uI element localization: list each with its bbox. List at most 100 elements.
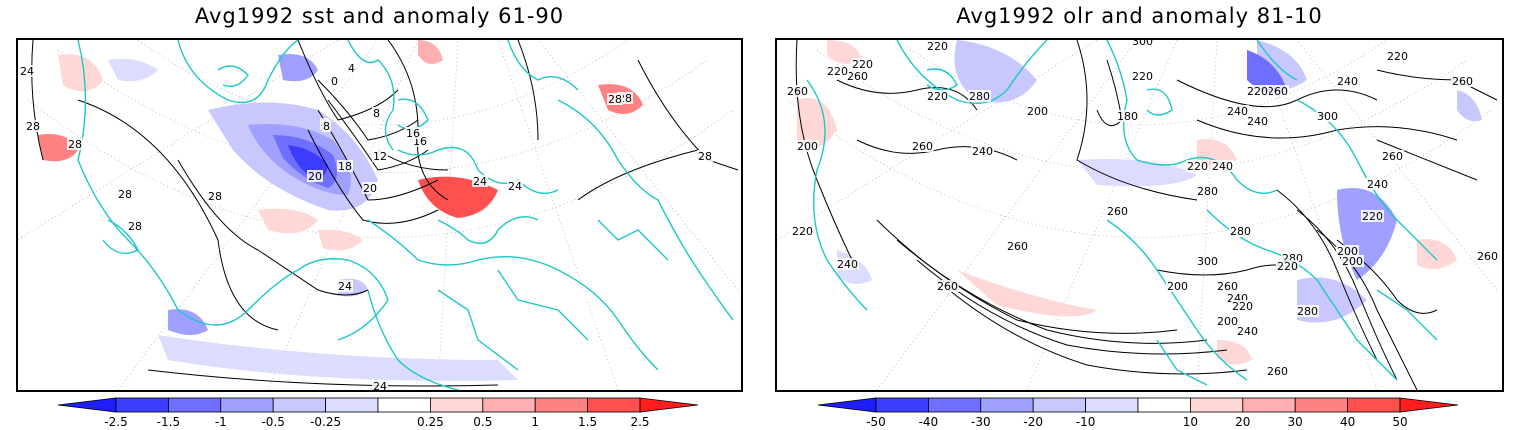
contour-label: 260	[912, 140, 933, 153]
contour-label: 240	[1227, 105, 1248, 118]
colorbar-tick-label: -2.5	[104, 415, 128, 429]
colorbar-swatch	[482, 397, 536, 413]
colorbar-tick-label: 0.25	[417, 415, 444, 429]
contour-label: 24	[20, 65, 34, 78]
olr-anomaly-map: 260 220 220 200 220 220 260 280 260 240 300 200 220 1…	[775, 38, 1504, 392]
contour-label: 300	[1132, 40, 1153, 48]
panel-2-title: Avg1992 olr and anomaly 81-10	[956, 4, 1323, 28]
contour-label: 200	[797, 140, 818, 153]
colorbar-tick-label: -10	[1075, 415, 1096, 429]
contour-label: 28	[26, 120, 40, 133]
sst-map-canvas	[18, 40, 741, 390]
sst-colorbar: -2.5 -1.5 -1 -0.5 -0.25 0.25 0.5 1 1.5 2.5	[57, 397, 699, 429]
colorbar-tick-label: 0.5	[473, 415, 493, 429]
contour-label: 280	[1297, 305, 1318, 318]
colorbar-tick-label: 1	[531, 415, 540, 429]
coastlines	[77, 40, 734, 390]
sst-anomaly-map: 2428282828282804488121616182020242424242…	[16, 38, 743, 392]
contour-label: 24	[473, 175, 487, 188]
contour-label: 200	[1337, 245, 1358, 258]
contour-label: 220	[1387, 50, 1408, 63]
contour-label: 200	[1342, 255, 1363, 268]
sst-contours	[31, 40, 739, 387]
contour-label: 200	[1167, 280, 1188, 293]
contour-label: 220	[1232, 300, 1253, 313]
contour-label: 220	[852, 58, 873, 71]
contour-label: 280	[1197, 185, 1218, 198]
colorbar-tick-label: 30	[1287, 415, 1303, 429]
colorbar-swatch	[1085, 397, 1139, 413]
contour-label: 24	[373, 380, 387, 390]
colorbar-tick-label: -1.5	[156, 415, 181, 429]
graticule	[18, 40, 739, 390]
coastlines	[806, 40, 1438, 386]
contour-label: 28	[208, 190, 222, 203]
colorbar-swatch	[377, 397, 431, 413]
contour-label: 220	[1247, 85, 1268, 98]
colorbar-tick-label: -0.25	[310, 415, 342, 429]
contour-label: 240	[1337, 75, 1358, 88]
contour-label: 300	[1197, 255, 1218, 268]
colorbar-tick-label: -40	[918, 415, 939, 429]
contour-label: 260	[937, 280, 958, 293]
contour-label: 220	[1187, 160, 1208, 173]
contour-label: 18	[338, 160, 352, 173]
olr-colorbar: -50 -40 -30 -20 -10 10 20 30 40 50	[817, 397, 1459, 429]
contour-label: 0	[331, 75, 338, 88]
contour-label: 260	[1007, 240, 1028, 253]
colorbar-high-triangle	[1399, 397, 1459, 413]
panel-1-title: Avg1992 sst and anomaly 61-90	[194, 4, 565, 28]
colorbar-tick-label: -1	[214, 415, 227, 429]
contour-label: 220	[827, 65, 848, 78]
colorbar-tick-label: 50	[1392, 415, 1408, 429]
contour-label: 280	[969, 90, 990, 103]
olr-contour-labels: 260 220 220 200 220 220 260 280 260 240 300 200 220 1…	[786, 40, 1499, 378]
contour-label: 220	[1132, 70, 1153, 83]
colorbar-tick-label: 2.5	[630, 415, 650, 429]
graticule	[777, 40, 1498, 390]
colorbar-high-triangle	[639, 397, 699, 413]
contour-label: 300	[1317, 110, 1338, 123]
contour-label: 260	[1382, 150, 1403, 163]
sst-contour-labels: 2428282828282804488121616182020242424242…	[19, 62, 713, 390]
colorbar-low-triangle	[817, 397, 877, 413]
contour-label: 180	[1117, 110, 1138, 123]
contour-label: 28	[68, 138, 82, 151]
colorbar-swatch	[115, 397, 169, 413]
contour-label: 28	[698, 150, 712, 163]
contour-label: 8	[373, 107, 380, 120]
colorbar-tick-label: 20	[1235, 415, 1251, 429]
colorbar-swatch	[1294, 397, 1349, 413]
contour-label: 260	[1107, 205, 1128, 218]
olr-colorbar-swatches	[817, 397, 1459, 413]
colorbar-swatch	[1347, 397, 1401, 413]
contour-label: 20	[363, 182, 377, 195]
colorbar-swatch	[980, 397, 1034, 413]
colorbar-tick-label: -20	[1023, 415, 1043, 429]
colorbar-swatch	[1189, 397, 1244, 413]
colorbar-swatch	[1137, 397, 1191, 413]
contour-label: 240	[837, 258, 858, 271]
contour-label: 260	[1267, 365, 1288, 378]
colorbar-tick-label: -30	[970, 415, 991, 429]
contour-label: 260	[1477, 250, 1498, 263]
contour-label: 280	[1230, 225, 1251, 238]
contour-label: 220	[1362, 210, 1383, 223]
olr-anomaly-positive	[797, 40, 1457, 365]
contour-label: 220	[1277, 260, 1298, 273]
colorbar-tick-label: 1.5	[578, 415, 598, 429]
colorbar-swatch	[325, 397, 379, 413]
colorbar-low-triangle	[57, 397, 117, 413]
colorbar-tick-label: -0.5	[261, 415, 285, 429]
contour-label: 220	[927, 90, 948, 103]
contour-label: 240	[1247, 115, 1268, 128]
contour-label: 8	[323, 120, 330, 133]
colorbar-swatch	[587, 397, 641, 413]
colorbar-swatch	[220, 397, 274, 413]
contour-label: 24	[508, 180, 522, 193]
colorbar-swatch	[534, 397, 589, 413]
colorbar-tick-label: 10	[1182, 415, 1199, 429]
colorbar-swatch	[1242, 397, 1296, 413]
contour-label: 4	[348, 62, 355, 75]
contour-label: 240	[972, 145, 993, 158]
